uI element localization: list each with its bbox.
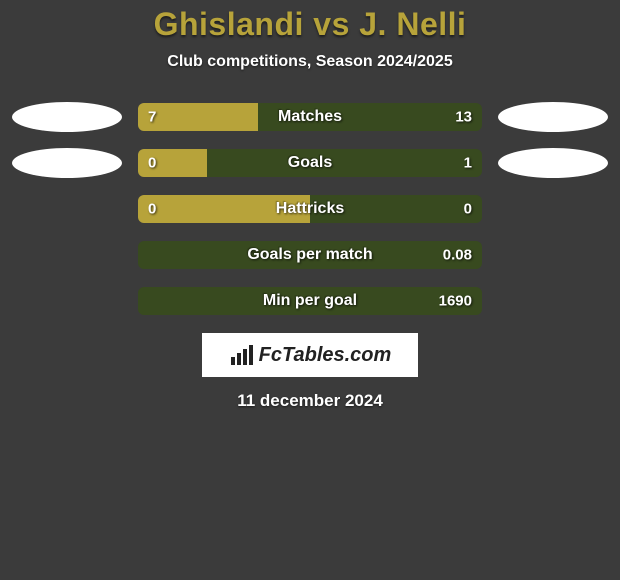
bar-label: Min per goal bbox=[263, 292, 357, 310]
right-ellipse bbox=[498, 148, 608, 178]
bar-right-value: 0 bbox=[464, 201, 472, 218]
barchart-icon bbox=[229, 345, 255, 365]
bar-right-value: 1 bbox=[464, 155, 472, 172]
stat-row: Matches 7 13 bbox=[0, 103, 620, 131]
comparison-infographic: Ghislandi vs J. Nelli Club competitions,… bbox=[0, 0, 620, 411]
right-ellipse bbox=[498, 102, 608, 132]
bar-label: Hattricks bbox=[276, 200, 344, 218]
bar-left-value: 7 bbox=[148, 109, 156, 126]
stat-row: Min per goal 1690 bbox=[0, 287, 620, 315]
stat-bar: Hattricks 0 0 bbox=[138, 195, 482, 223]
bar-right-value: 0.08 bbox=[443, 247, 472, 264]
bar-label: Matches bbox=[278, 108, 342, 126]
logo-text: FcTables.com bbox=[259, 344, 392, 367]
bar-left-value: 0 bbox=[148, 155, 156, 172]
left-ellipse bbox=[12, 148, 122, 178]
subtitle: Club competitions, Season 2024/2025 bbox=[0, 53, 620, 71]
stat-bar: Min per goal 1690 bbox=[138, 287, 482, 315]
date-text: 11 december 2024 bbox=[0, 391, 620, 411]
bar-label: Goals bbox=[288, 154, 332, 172]
left-ellipse bbox=[12, 102, 122, 132]
stat-bar: Matches 7 13 bbox=[138, 103, 482, 131]
stat-row: Hattricks 0 0 bbox=[0, 195, 620, 223]
bar-right-value: 13 bbox=[455, 109, 472, 126]
stat-rows: Matches 7 13 Goals 0 1 Hattricks 0 0 Goals per ma… bbox=[0, 103, 620, 315]
page-title: Ghislandi vs J. Nelli bbox=[0, 6, 620, 43]
stat-row: Goals 0 1 bbox=[0, 149, 620, 177]
bar-right-value: 1690 bbox=[439, 293, 472, 310]
stat-bar: Goals 0 1 bbox=[138, 149, 482, 177]
logo-box: FcTables.com bbox=[202, 333, 418, 377]
stat-row: Goals per match 0.08 bbox=[0, 241, 620, 269]
bar-right-fill bbox=[207, 149, 482, 177]
stat-bar: Goals per match 0.08 bbox=[138, 241, 482, 269]
logo-content: FcTables.com bbox=[229, 344, 392, 367]
bar-left-value: 0 bbox=[148, 201, 156, 218]
bar-label: Goals per match bbox=[247, 246, 372, 264]
